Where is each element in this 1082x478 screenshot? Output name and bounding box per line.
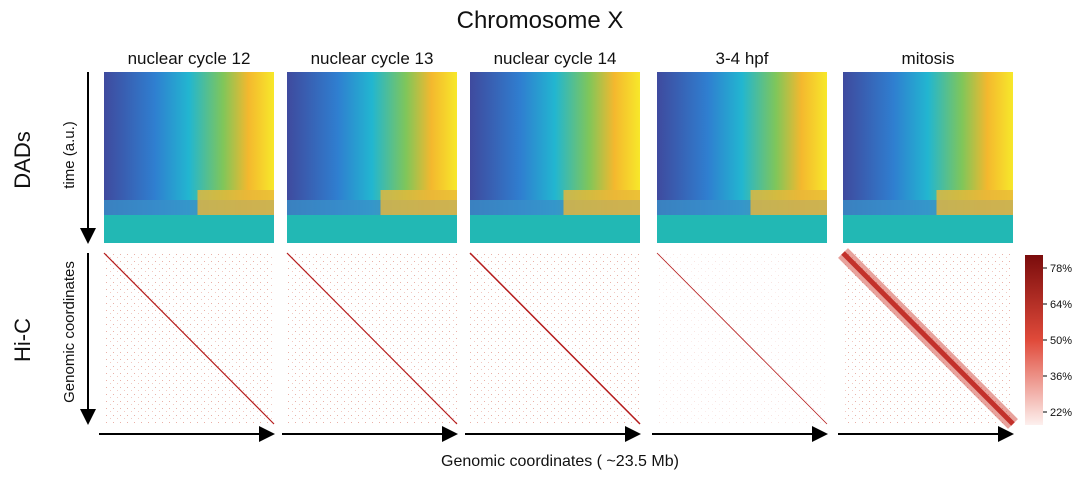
column-title: nuclear cycle 13	[311, 49, 434, 68]
dads-band	[287, 215, 457, 243]
dads-band	[197, 190, 274, 215]
colorbar-tick-label: 36%	[1050, 371, 1072, 383]
dads-band	[380, 190, 457, 215]
x-axis-label: Genomic coordinates ( ~23.5 Mb)	[441, 453, 679, 470]
hic-diagonal	[838, 248, 1018, 429]
dads-band	[843, 215, 1013, 243]
dads-band	[657, 215, 827, 243]
dads-band	[563, 190, 640, 215]
hic-diagonal	[469, 252, 641, 425]
row-label: DADs	[10, 131, 35, 188]
dads-band	[936, 190, 1013, 215]
dads-band	[104, 215, 274, 243]
colorbar-tick-label: 78%	[1050, 263, 1072, 275]
dads-band	[750, 190, 827, 215]
column-title: 3-4 hpf	[716, 49, 769, 68]
hic-diagonal	[656, 252, 828, 425]
column-title: nuclear cycle 14	[494, 49, 617, 68]
row-label: Hi-C	[10, 318, 35, 362]
axis-label: time (a.u.)	[61, 121, 78, 189]
column-title: nuclear cycle 12	[128, 49, 251, 68]
dads-band	[470, 215, 640, 243]
colorbar-tick-label: 50%	[1050, 335, 1072, 347]
column-title: mitosis	[902, 49, 955, 68]
colorbar	[1025, 255, 1043, 425]
hic-diagonal	[286, 252, 458, 425]
figure-title: Chromosome X	[457, 7, 624, 34]
axis-label: Genomic coordinates	[61, 261, 78, 403]
colorbar-tick-label: 64%	[1050, 299, 1072, 311]
hic-diagonal	[103, 252, 275, 425]
colorbar-tick-label: 22%	[1050, 407, 1072, 419]
